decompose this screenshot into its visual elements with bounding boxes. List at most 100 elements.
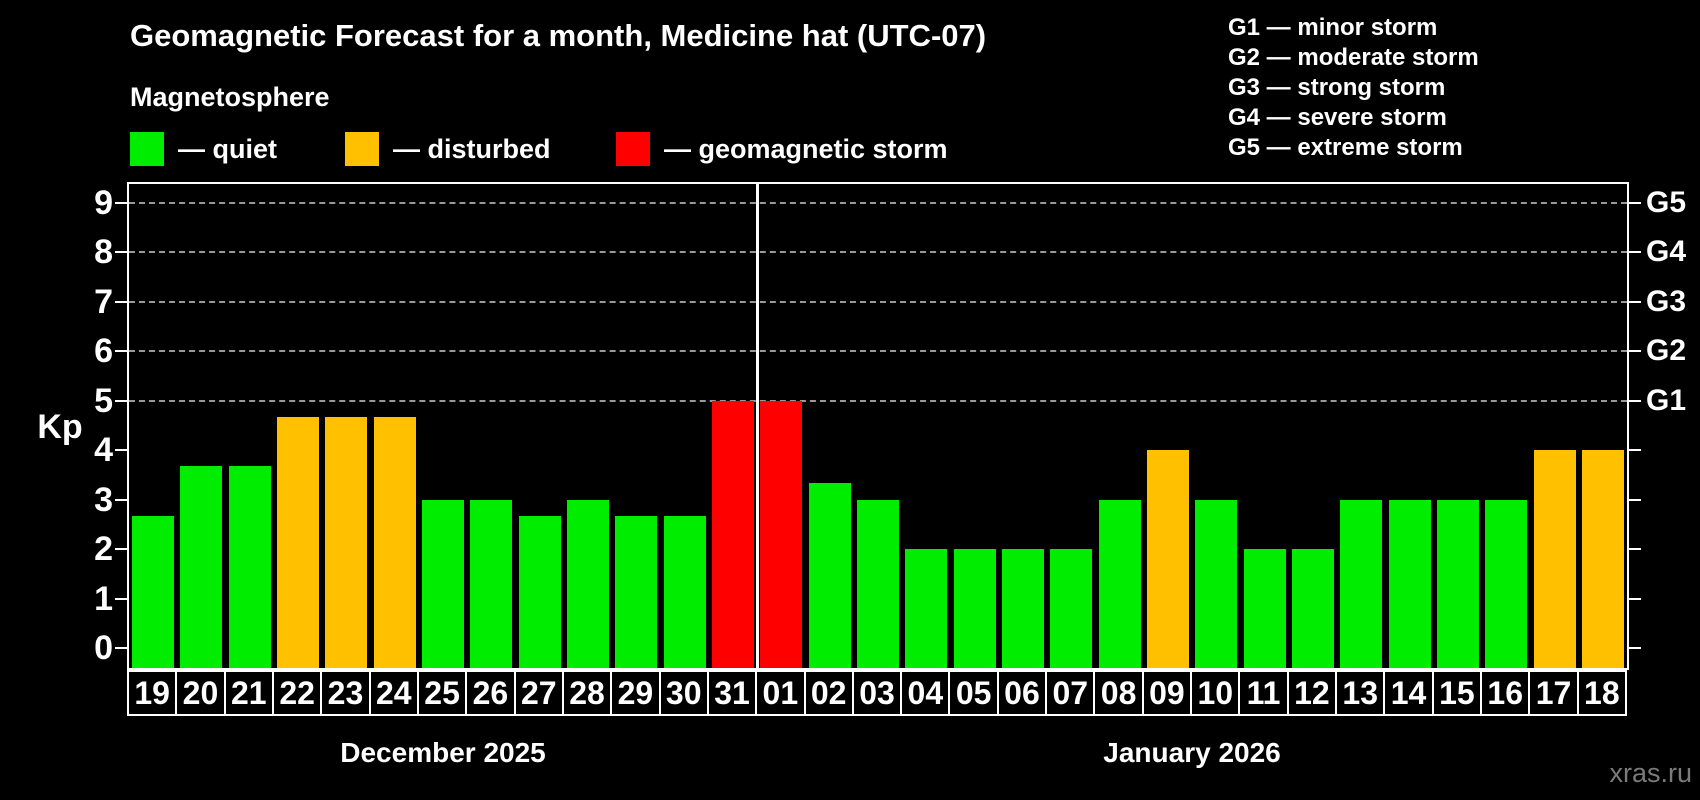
g4-legend-line: G4 — severe storm (1228, 104, 1447, 131)
kp-bar-day-18 (1581, 450, 1624, 668)
quiet-swatch-icon (130, 132, 164, 166)
legend-item-disturbed: — disturbed (345, 132, 551, 166)
day-box-29: 29 (610, 670, 661, 716)
day-box-01: 01 (755, 670, 806, 716)
y-tick-left-2 (115, 548, 127, 550)
y-tick-label-3: 3 (94, 480, 113, 519)
kp-bar-day-09 (1146, 450, 1189, 668)
y-tick-right-1 (1629, 597, 1641, 600)
day-box-12: 12 (1286, 670, 1338, 716)
y-tick-left-1 (115, 597, 127, 600)
kp-bar-day-11 (1243, 549, 1286, 668)
kp-bar-day-03 (857, 499, 899, 668)
y-tick-left-6 (115, 350, 127, 352)
y-tick-right-2 (1629, 548, 1641, 550)
kp-bar-day-01 (760, 400, 803, 668)
kp-bar-day-27 (518, 515, 561, 668)
day-box-04: 04 (900, 670, 951, 716)
gridline-kp8 (129, 251, 1627, 253)
y-tick-label-6: 6 (94, 332, 113, 370)
kp-bar-day-06 (1001, 549, 1044, 668)
day-box-15: 15 (1431, 670, 1483, 716)
y-tick-left-5 (115, 399, 127, 402)
day-box-09: 09 (1141, 670, 1193, 716)
kp-bar-day-08 (1098, 499, 1141, 668)
day-box-21: 21 (223, 670, 274, 716)
day-box-31: 31 (706, 670, 758, 716)
day-box-28: 28 (561, 670, 613, 716)
legend-label-storm: — geomagnetic storm (664, 134, 948, 164)
month-separator-line (755, 184, 759, 668)
y-tick-right-3 (1629, 498, 1641, 501)
legend-label-disturbed: — disturbed (393, 134, 551, 164)
day-box-06: 06 (996, 670, 1048, 716)
y-tick-left-9 (115, 201, 127, 204)
y-tick-left-3 (115, 498, 127, 501)
y-tick-left-7 (115, 300, 127, 303)
page-title: Geomagnetic Forecast for a month, Medici… (130, 18, 987, 53)
day-box-08: 08 (1093, 670, 1144, 716)
kp-bar-day-23 (325, 416, 368, 668)
g-axis-label-g5: G5 (1646, 185, 1687, 219)
y-tick-right-7 (1629, 300, 1641, 303)
kp-bar-day-21 (228, 466, 271, 668)
day-box-07: 07 (1045, 670, 1096, 716)
day-box-02: 02 (803, 670, 854, 716)
y-tick-label-0: 0 (94, 629, 113, 667)
g1-legend-line: G1 — minor storm (1228, 14, 1438, 41)
day-box-25: 25 (416, 670, 468, 716)
g-axis-label-g1: G1 (1646, 383, 1687, 417)
y-tick-label-9: 9 (94, 183, 113, 222)
kp-bar-day-10 (1195, 499, 1238, 668)
kp-bar-day-07 (1050, 549, 1093, 668)
day-box-13: 13 (1335, 670, 1386, 716)
g-axis-label-g4: G4 (1646, 235, 1687, 268)
y-tick-label-1: 1 (94, 579, 113, 618)
month-label-january: January 2026 (1103, 737, 1281, 768)
day-box-10: 10 (1190, 670, 1241, 716)
y-tick-right-0 (1629, 647, 1641, 649)
kp-bar-day-22 (277, 416, 320, 668)
storm-swatch-icon (616, 132, 650, 166)
kp-bar-day-15 (1436, 499, 1479, 668)
month-label-december: December 2025 (340, 737, 546, 768)
y-tick-right-8 (1629, 251, 1641, 253)
kp-bar-day-14 (1388, 499, 1431, 668)
y-tick-right-6 (1629, 350, 1641, 352)
kp-bar-day-31 (712, 400, 755, 668)
g2-legend-line: G2 — moderate storm (1228, 44, 1479, 71)
kp-bar-day-25 (422, 499, 465, 668)
day-box-05: 05 (948, 670, 999, 716)
subtitle-magnetosphere: Magnetosphere (130, 82, 330, 112)
gridline-kp9 (129, 201, 1627, 204)
g-axis-label-g3: G3 (1646, 284, 1687, 318)
day-box-26: 26 (465, 670, 516, 716)
y-tick-left-8 (115, 251, 127, 253)
day-box-23: 23 (320, 670, 371, 716)
kp-bar-day-12 (1291, 549, 1334, 668)
kp-bar-day-04 (905, 549, 948, 668)
y-tick-label-2: 2 (94, 530, 113, 568)
day-box-24: 24 (368, 670, 419, 716)
day-box-30: 30 (658, 670, 709, 716)
legend-label-quiet: — quiet (178, 134, 277, 164)
g-axis-label-g2: G2 (1646, 334, 1687, 367)
y-tick-left-0 (115, 647, 127, 649)
g5-legend-line: G5 — extreme storm (1228, 134, 1463, 161)
plot-area (129, 184, 1627, 668)
kp-bar-day-24 (373, 416, 416, 668)
day-box-20: 20 (175, 670, 226, 716)
day-box-22: 22 (271, 670, 323, 716)
day-box-14: 14 (1383, 670, 1434, 716)
kp-bar-day-16 (1485, 499, 1528, 668)
y-tick-left-4 (115, 449, 127, 451)
y-tick-right-5 (1629, 399, 1641, 402)
y-tick-label-8: 8 (94, 233, 113, 271)
day-box-11: 11 (1238, 670, 1289, 716)
gridline-kp7 (129, 300, 1627, 303)
kp-bar-day-28 (567, 499, 610, 668)
kp-bar-day-13 (1340, 499, 1383, 668)
day-box-16: 16 (1480, 670, 1531, 716)
day-box-19: 19 (127, 670, 178, 716)
